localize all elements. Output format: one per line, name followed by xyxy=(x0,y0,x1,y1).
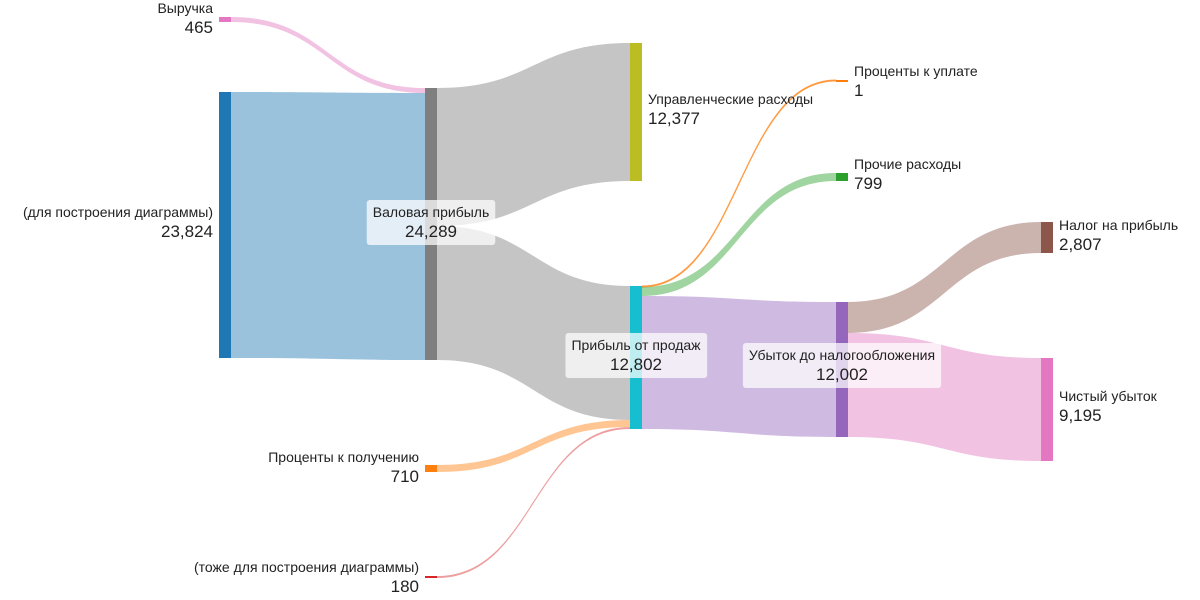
node-label-net_loss: Чистый убыток 9,195 xyxy=(1059,388,1158,425)
node-label-background xyxy=(565,333,708,378)
link-sales_profit-to-other_exp xyxy=(642,173,836,296)
node-name: Прочие расходы xyxy=(854,156,961,172)
node-label-filler2: (тоже для построения диаграммы) 180 xyxy=(194,559,419,596)
link-interest_income-to-sales_profit xyxy=(437,420,630,472)
node-label-gross: Валовая прибыль 24,289 xyxy=(366,200,496,245)
node-revenue[interactable] xyxy=(219,17,231,22)
node-net_loss[interactable] xyxy=(1041,358,1053,461)
node-other_exp[interactable] xyxy=(836,173,848,181)
node-label-sales_profit: Прибыль от продаж 12,802 xyxy=(565,333,708,378)
node-filler2[interactable] xyxy=(425,576,437,578)
node-name: (для построения диаграммы) xyxy=(23,204,213,220)
node-filler1[interactable] xyxy=(219,92,231,358)
node-value: 23,824 xyxy=(161,222,213,241)
node-label-interest_income: Проценты к получению 710 xyxy=(268,449,419,486)
node-name: Выручка xyxy=(157,0,213,16)
node-value: 799 xyxy=(854,174,882,193)
link-gross-to-sales_profit xyxy=(437,226,630,420)
node-label-background xyxy=(366,200,496,245)
node-admin[interactable] xyxy=(630,43,642,181)
node-name: Валовая прибыль xyxy=(373,204,490,220)
node-name: Убыток до налогообложения xyxy=(749,347,935,363)
link-gross-to-admin xyxy=(437,43,630,226)
node-name: Прибыль от продаж xyxy=(571,337,701,353)
link-filler1-to-gross xyxy=(231,92,425,360)
node-name: (тоже для построения диаграммы) xyxy=(194,559,419,575)
link-filler2-to-sales_profit xyxy=(437,427,630,578)
node-interest_pay[interactable] xyxy=(836,80,848,82)
node-label-pretax: Убыток до налогообложения 12,002 xyxy=(742,343,942,388)
node-label-background xyxy=(742,343,942,388)
link-revenue-to-gross xyxy=(231,17,425,93)
node-name: Проценты к уплате xyxy=(854,63,978,79)
node-label-admin: Управленческие расходы 12,377 xyxy=(648,91,813,128)
node-label-filler1: (для построения диаграммы) 23,824 xyxy=(23,204,213,241)
link-sales_profit-to-pretax xyxy=(642,296,836,437)
node-label-tax: Налог на прибыль 2,807 xyxy=(1059,217,1178,254)
node-name: Управленческие расходы xyxy=(648,91,813,107)
node-value: 12,002 xyxy=(816,365,868,384)
node-tax[interactable] xyxy=(1041,222,1053,253)
node-value: 12,377 xyxy=(648,109,700,128)
node-interest_income[interactable] xyxy=(425,465,437,472)
node-name: Чистый убыток xyxy=(1059,388,1158,404)
node-name: Проценты к получению xyxy=(268,449,419,465)
node-value: 1 xyxy=(854,81,863,100)
node-label-revenue: Выручка 465 xyxy=(157,0,213,37)
labels-layer: Выручка 465 (для построения диаграммы) 23,8… xyxy=(23,0,1178,596)
node-label-other_exp: Прочие расходы 799 xyxy=(854,156,961,193)
node-value: 9,195 xyxy=(1059,406,1102,425)
link-pretax-to-tax xyxy=(848,222,1041,333)
node-name: Налог на прибыль xyxy=(1059,217,1178,233)
node-value: 2,807 xyxy=(1059,235,1102,254)
node-value: 465 xyxy=(185,18,213,37)
node-value: 710 xyxy=(391,467,419,486)
node-value: 24,289 xyxy=(405,222,457,241)
node-value: 180 xyxy=(391,577,419,596)
node-label-interest_pay: Проценты к уплате 1 xyxy=(854,63,978,100)
node-value: 12,802 xyxy=(610,355,662,374)
